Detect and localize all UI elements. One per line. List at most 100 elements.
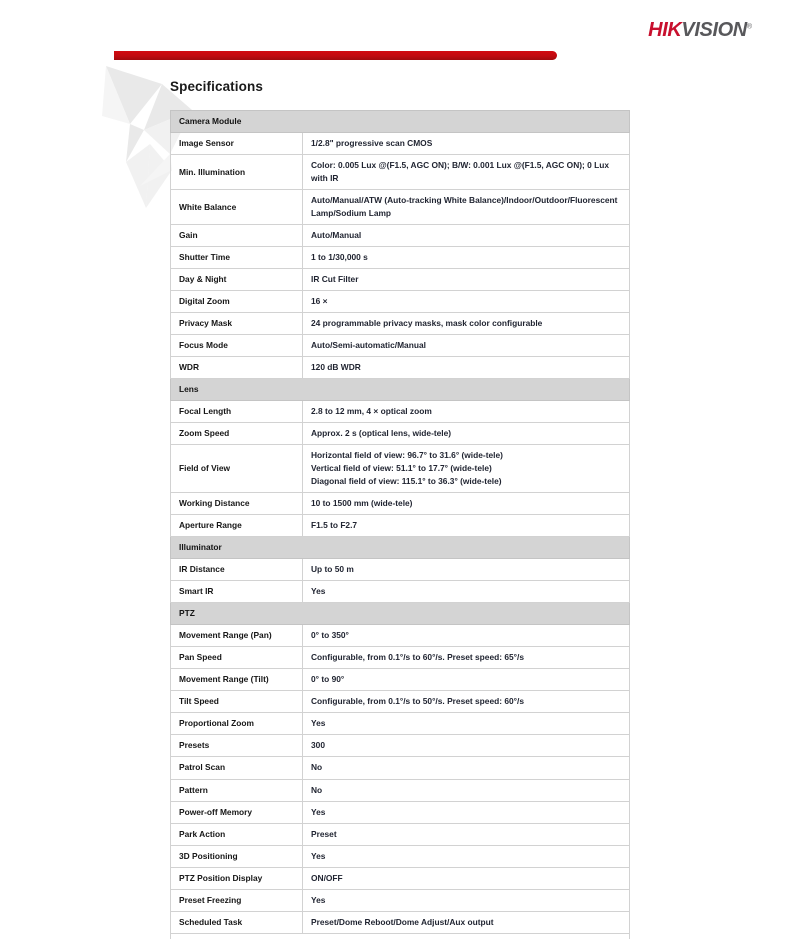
spec-value-line: Diagonal field of view: 115.1° to 36.3° … <box>311 476 502 487</box>
spec-label: Presets <box>170 734 303 758</box>
spec-value-line: Yes <box>311 850 326 861</box>
spec-value: 0° to 90° <box>302 668 630 692</box>
spec-label: IR Distance <box>170 558 303 582</box>
spec-value-line: ON/OFF <box>311 872 343 883</box>
spec-label: Image Sensor <box>170 132 303 156</box>
spec-value-line: Vertical field of view: 51.1° to 17.7° (… <box>311 463 492 474</box>
spec-value: Up to 50 m <box>302 558 630 582</box>
table-row: Focus Mode Auto/Semi-automatic/Manual <box>170 334 630 358</box>
table-row: Day & Night IR Cut Filter <box>170 268 630 292</box>
spec-label: Shutter Time <box>170 246 303 270</box>
table-row: White Balance Auto/Manual/ATW (Auto-track… <box>170 189 630 226</box>
spec-value-line: Auto/Manual/ATW (Auto-tracking White Bal… <box>311 195 618 219</box>
table-row: IR Distance Up to 50 m <box>170 558 630 582</box>
spec-value: Yes <box>302 800 630 824</box>
table-row: Power-off Memory Yes <box>170 800 630 824</box>
table-row: Field of View Horizontal field of view: 9… <box>170 444 630 494</box>
spec-value: Horizontal field of view: 96.7° to 31.6°… <box>302 444 630 494</box>
table-row: Shutter Time 1 to 1/30,000 s <box>170 246 630 270</box>
spec-value: 24 programmable privacy masks, mask colo… <box>302 312 630 336</box>
spec-value-line: No <box>311 784 323 795</box>
spec-label: Focal Length <box>170 400 303 424</box>
specifications-table: Camera Module Image Sensor 1/2.8" progress… <box>170 109 630 939</box>
section-header-row: Illuminator <box>170 536 630 560</box>
spec-value: Configurable, from 0.1°/s to 60°/s. Pres… <box>302 646 630 670</box>
datasheet-page: HIKVISION® Specifications Camera Module I… <box>106 19 752 939</box>
table-row: Preset Freezing Yes <box>170 888 630 912</box>
spec-value: IR Cut Filter <box>302 268 630 292</box>
spec-value: No <box>302 778 630 802</box>
table-row: Park Action Preset <box>170 822 630 846</box>
spec-value: Preset/Dome Reboot/Dome Adjust/Aux outpu… <box>302 910 630 934</box>
spec-value: ON/OFF <box>302 866 630 890</box>
spec-value: 2.8 to 12 mm, 4 × optical zoom <box>302 400 630 424</box>
spec-value: 10 to 1500 mm (wide-tele) <box>302 492 630 516</box>
spec-label: Patrol Scan <box>170 756 303 780</box>
spec-label: Movement Range (Pan) <box>170 624 303 648</box>
spec-label: WDR <box>170 356 303 380</box>
section-header-label: Illuminator <box>170 536 630 560</box>
spec-value-line: 300 <box>311 740 325 751</box>
spec-label: Movement Range (Tilt) <box>170 668 303 692</box>
spec-value-line: No <box>311 762 323 773</box>
spec-label: Gain <box>170 224 303 248</box>
table-bottom-edge-cell <box>170 932 630 939</box>
spec-value-line: Yes <box>311 894 326 905</box>
logo-text-hik: HIK <box>648 19 682 41</box>
spec-value-line: 0° to 90° <box>311 674 345 685</box>
spec-value-line: 16 × <box>311 296 328 307</box>
spec-label: Power-off Memory <box>170 800 303 824</box>
table-row: Movement Range (Tilt) 0° to 90° <box>170 668 630 692</box>
table-row: Gain Auto/Manual <box>170 224 630 248</box>
spec-value-line: Horizontal field of view: 96.7° to 31.6°… <box>311 450 503 461</box>
spec-label: 3D Positioning <box>170 844 303 868</box>
table-row: Privacy Mask 24 programmable privacy mask… <box>170 312 630 336</box>
spec-value-line: Yes <box>311 806 326 817</box>
spec-value: 0° to 350° <box>302 624 630 648</box>
spec-value: Yes <box>302 888 630 912</box>
spec-value-line: IR Cut Filter <box>311 274 359 285</box>
table-bottom-edge <box>170 932 630 939</box>
table-row: WDR 120 dB WDR <box>170 356 630 380</box>
spec-value: Yes <box>302 844 630 868</box>
spec-value: Yes <box>302 712 630 736</box>
section-header-label: Lens <box>170 378 630 402</box>
spec-value: 300 <box>302 734 630 758</box>
table-row: Min. Illumination Color: 0.005 Lux @(F1.5… <box>170 154 630 191</box>
table-row: PTZ Position Display ON/OFF <box>170 866 630 890</box>
table-row: Tilt Speed Configurable, from 0.1°/s to 5… <box>170 690 630 714</box>
spec-value: Preset <box>302 822 630 846</box>
spec-value-line: Preset/Dome Reboot/Dome Adjust/Aux outpu… <box>311 916 494 927</box>
table-row: Smart IR Yes <box>170 580 630 604</box>
registered-trademark-icon: ® <box>746 23 752 31</box>
table-row: Scheduled Task Preset/Dome Reboot/Dome Ad… <box>170 910 630 934</box>
table-row: Working Distance 10 to 1500 mm (wide-tele… <box>170 492 630 516</box>
section-header-label: PTZ <box>170 602 630 626</box>
spec-label: White Balance <box>170 189 303 226</box>
spec-label: Scheduled Task <box>170 910 303 934</box>
spec-value-line: Preset <box>311 828 337 839</box>
table-row: 3D Positioning Yes <box>170 844 630 868</box>
spec-value-line: Up to 50 m <box>311 564 354 575</box>
table-row: Movement Range (Pan) 0° to 350° <box>170 624 630 648</box>
spec-label: Privacy Mask <box>170 312 303 336</box>
specifications-table-body: Camera Module Image Sensor 1/2.8" progress… <box>170 109 630 939</box>
spec-value-line: Configurable, from 0.1°/s to 60°/s. Pres… <box>311 652 524 663</box>
spec-value-line: Yes <box>311 586 326 597</box>
spec-label: Tilt Speed <box>170 690 303 714</box>
spec-label: Proportional Zoom <box>170 712 303 736</box>
table-row: Digital Zoom 16 × <box>170 290 630 314</box>
section-header-label: Camera Module <box>170 109 630 134</box>
table-row: Patrol Scan No <box>170 756 630 780</box>
spec-value-line: Color: 0.005 Lux @(F1.5, AGC ON); B/W: 0… <box>311 160 610 184</box>
spec-value-line: Configurable, from 0.1°/s to 50°/s. Pres… <box>311 696 524 707</box>
spec-label: Day & Night <box>170 268 303 292</box>
spec-value: 120 dB WDR <box>302 356 630 380</box>
table-row: Zoom Speed Approx. 2 s (optical lens, wid… <box>170 422 630 446</box>
spec-value-line: 1/2.8" progressive scan CMOS <box>311 138 433 149</box>
spec-value-line: 0° to 350° <box>311 630 349 641</box>
spec-label: PTZ Position Display <box>170 866 303 890</box>
spec-label: Smart IR <box>170 580 303 604</box>
spec-value: F1.5 to F2.7 <box>302 514 630 538</box>
section-header-row: Camera Module <box>170 109 630 134</box>
